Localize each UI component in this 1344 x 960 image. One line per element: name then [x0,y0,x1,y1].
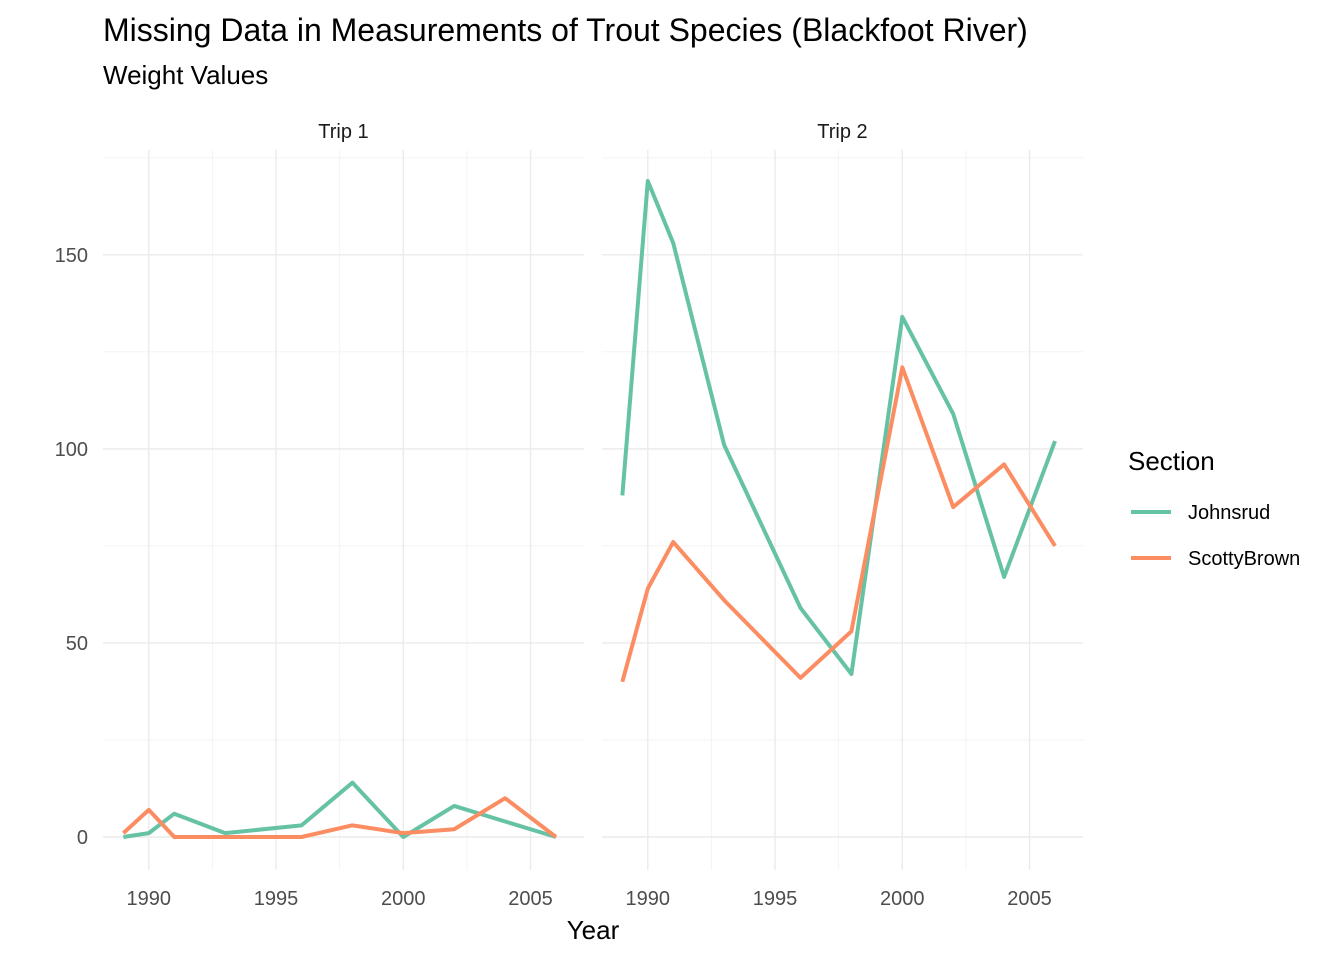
x-tick-label: 1995 [753,888,798,910]
facet-panel-trip-2: Trip 2 1990 1995 2000 2005 [602,121,1083,910]
legend-label-scottybrown: ScottyBrown [1188,548,1300,570]
facet-panel-trip-1: Trip 1 1990 1995 2000 2005 [103,121,584,910]
x-axis-title: Year [567,915,620,945]
x-tick-label: 1990 [127,888,172,910]
y-axis-tick-labels: 0 50 100 150 [55,245,88,849]
x-tick-label: 2000 [381,888,426,910]
y-tick-label: 0 [77,827,88,849]
legend-label-johnsrud: Johnsrud [1188,502,1270,524]
legend: Section Johnsrud ScottyBrown [1128,446,1300,570]
x-tick-label: 2000 [880,888,925,910]
y-tick-label: 150 [55,245,88,267]
chart-title: Missing Data in Measurements of Trout Sp… [103,12,1028,48]
y-tick-label: 100 [55,439,88,461]
x-tick-label: 1990 [626,888,671,910]
x-tick-label: 2005 [1007,888,1052,910]
x-tick-label: 1995 [254,888,299,910]
series-line-johnsrud [123,780,557,840]
series-line-scottybrown [620,365,1057,683]
facet-strip-label: Trip 2 [817,121,867,143]
y-tick-label: 50 [66,633,88,655]
x-tick-label: 2005 [508,888,553,910]
facet-strip-label: Trip 1 [318,121,368,143]
series-line-johnsrud [620,179,1057,676]
legend-title: Section [1128,446,1215,476]
chart-subtitle: Weight Values [103,60,268,90]
series-line-scottybrown [122,796,558,840]
